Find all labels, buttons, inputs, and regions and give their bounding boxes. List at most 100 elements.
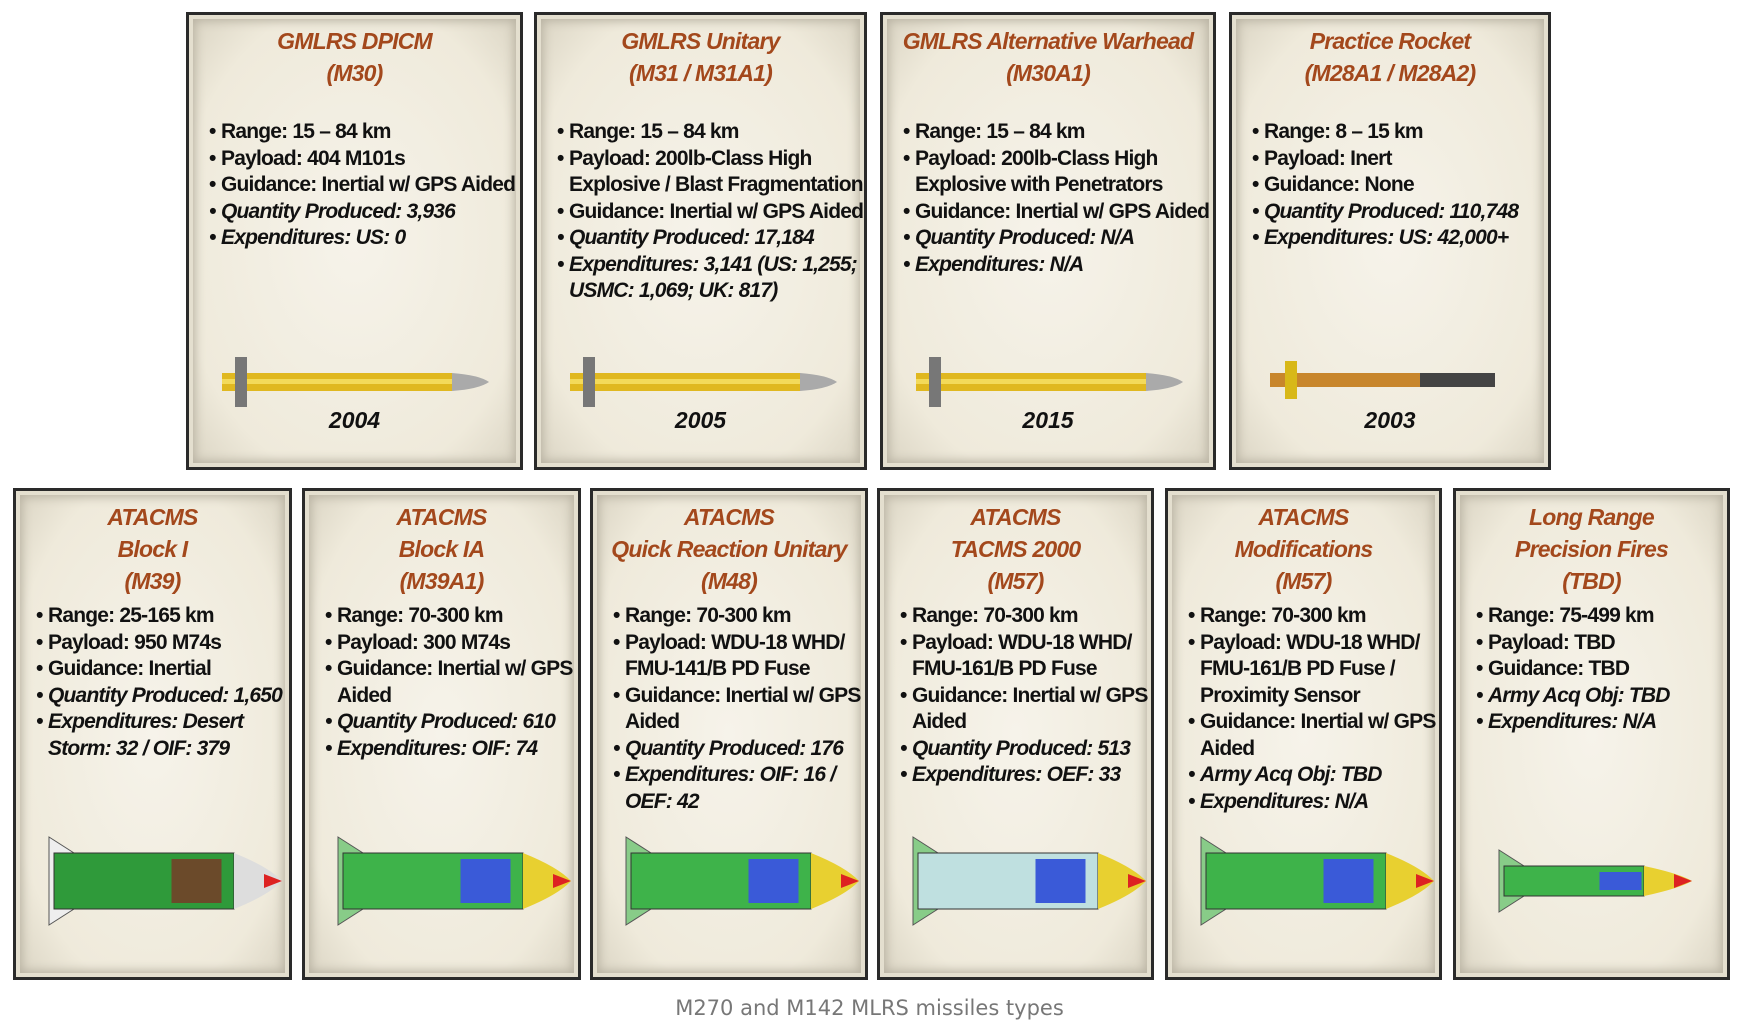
card-title-line: (M28A1 / M28A2) — [1304, 60, 1477, 86]
spec-item: Expenditures: OEF: 33 — [900, 762, 1151, 789]
missile-card: ATACMS Modifications (M57) Range: 70-300 km… — [1165, 488, 1442, 980]
prsm-missile-icon — [1484, 836, 1694, 931]
spec-list: Range: 70-300 kmPayload: WDU-18 WHD/ FMU… — [1168, 603, 1439, 815]
card-title-line: (M48) — [700, 568, 758, 594]
card-title-line: ATACMS — [683, 504, 775, 530]
spec-list: Range: 70-300 kmPayload: WDU-18 WHD/ FMU… — [593, 603, 865, 815]
spec-item: Guidance: Inertial w/ GPS Aided — [1188, 709, 1439, 762]
spec-item: Expenditures: 3,141 (US: 1,255; USMC: 1,… — [557, 252, 864, 305]
card-title-line: (M39) — [124, 568, 181, 594]
spec-item: Range: 15 – 84 km — [209, 119, 520, 146]
missile-card: ATACMS Quick Reaction Unitary (M48) Range: … — [590, 488, 868, 980]
spec-item: Expenditures: US: 0 — [209, 225, 520, 252]
card-title-line: TACMS 2000 — [950, 536, 1081, 562]
spec-item: Quantity Produced: 3,936 — [209, 199, 520, 226]
spec-item: Range: 15 – 84 km — [557, 119, 864, 146]
spec-item: Quantity Produced: 176 — [613, 736, 865, 763]
card-title-line: (M30A1) — [1006, 60, 1091, 86]
spec-item: Quantity Produced: 513 — [900, 736, 1151, 763]
spec-item: Army Acq Obj: TBD — [1476, 683, 1727, 710]
spec-item: Range: 8 – 15 km — [1252, 119, 1548, 146]
card-title-line: (M57) — [987, 568, 1044, 594]
spec-item: Range: 15 – 84 km — [903, 119, 1213, 146]
atacms-missile-icon — [34, 836, 284, 931]
spec-item: Expenditures: US: 42,000+ — [1252, 225, 1548, 252]
missile-card: Practice Rocket (M28A1 / M28A2) Range: 8 –… — [1229, 12, 1551, 470]
card-title-line: ATACMS — [1258, 504, 1349, 530]
card-title: ATACMS Quick Reaction Unitary (M48) — [593, 501, 865, 597]
spec-list: Range: 25-165 kmPayload: 950 M74sGuidanc… — [16, 603, 289, 762]
spec-item: Quantity Produced: 610 — [325, 709, 578, 736]
card-title-line: (TBD) — [1562, 568, 1621, 594]
practice-rocket-icon — [1260, 355, 1500, 410]
spec-item: Range: 70-300 km — [613, 603, 865, 630]
missile-card: Long Range Precision Fires (TBD) Range: 75-… — [1453, 488, 1730, 980]
card-title-line: (M39A1) — [399, 568, 485, 594]
spec-item: Payload: WDU-18 WHD/ FMU-161/B PD Fuse /… — [1188, 630, 1439, 710]
card-title: ATACMS Modifications (M57) — [1168, 501, 1439, 597]
spec-item: Range: 70-300 km — [900, 603, 1151, 630]
year-label: 2015 — [1022, 407, 1074, 433]
spec-item: Expenditures: OIF: 16 / OEF: 42 — [613, 762, 865, 815]
missile-card: ATACMS TACMS 2000 (M57) Range: 70-300 kmPay… — [877, 488, 1154, 980]
spec-item: Payload: 950 M74s — [36, 630, 289, 657]
missile-card: GMLRS DPICM (M30) Range: 15 – 84 kmPayload… — [186, 12, 523, 470]
spec-list: Range: 70-300 kmPayload: 300 M74sGuidanc… — [305, 603, 578, 762]
spec-item: Expenditures: N/A — [1188, 789, 1439, 816]
year-label: 2003 — [1364, 407, 1416, 433]
missile-card: GMLRS Alternative Warhead (M30A1) Range: 1… — [880, 12, 1216, 470]
missile-card: GMLRS Unitary (M31 / M31A1) Range: 15 – 84… — [534, 12, 867, 470]
spec-item: Range: 70-300 km — [1188, 603, 1439, 630]
card-title-line: (M57) — [1275, 568, 1332, 594]
spec-item: Expenditures: Desert Storm: 32 / OIF: 37… — [36, 709, 289, 762]
spec-item: Guidance: Inertial w/ GPS Aided — [325, 656, 578, 709]
card-title-line: GMLRS Alternative Warhead — [902, 28, 1194, 54]
spec-item: Payload: 200lb-Class High Explosive / Bl… — [557, 146, 864, 199]
card-title-line: GMLRS Unitary — [621, 28, 780, 54]
spec-item: Range: 70-300 km — [325, 603, 578, 630]
card-title: GMLRS DPICM (M30) — [189, 25, 520, 89]
card-title-line: Practice Rocket — [1309, 28, 1471, 54]
spec-item: Expenditures: OIF: 74 — [325, 736, 578, 763]
card-title-line: ATACMS — [970, 504, 1061, 530]
spec-item: Range: 75-499 km — [1476, 603, 1727, 630]
spec-item: Expenditures: N/A — [903, 252, 1213, 279]
spec-item: Quantity Produced: 17,184 — [557, 225, 864, 252]
figure-caption: M270 and M142 MLRS missiles types — [675, 996, 1064, 1020]
missile-card: ATACMS Block I (M39) Range: 25-165 kmPayloa… — [13, 488, 292, 980]
card-title-line: GMLRS DPICM — [277, 28, 433, 54]
card-title-line: Quick Reaction Unitary — [611, 536, 847, 562]
spec-item: Quantity Produced: N/A — [903, 225, 1213, 252]
spec-item: Guidance: Inertial w/ GPS Aided — [209, 172, 520, 199]
spec-item: Army Acq Obj: TBD — [1188, 762, 1439, 789]
card-title: ATACMS Block IA (M39A1) — [305, 501, 578, 597]
card-title: GMLRS Unitary (M31 / M31A1) — [537, 25, 864, 89]
spec-item: Payload: 300 M74s — [325, 630, 578, 657]
spec-item: Payload: Inert — [1252, 146, 1548, 173]
spec-item: Quantity Produced: 110,748 — [1252, 199, 1548, 226]
spec-list: Range: 8 – 15 kmPayload: InertGuidance: … — [1232, 119, 1548, 252]
spec-list: Range: 15 – 84 kmPayload: 404 M101sGuida… — [189, 119, 520, 252]
card-title-line: Modifications — [1234, 536, 1374, 562]
spec-item: Guidance: Inertial w/ GPS Aided — [557, 199, 864, 226]
spec-list: Range: 75-499 kmPayload: TBDGuidance: TB… — [1456, 603, 1727, 736]
missile-card: ATACMS Block IA (M39A1) Range: 70-300 kmPay… — [302, 488, 581, 980]
spec-item: Payload: WDU-18 WHD/ FMU-141/B PD Fuse — [613, 630, 865, 683]
gmlrs-rocket-icon — [565, 355, 845, 414]
card-title: Practice Rocket (M28A1 / M28A2) — [1232, 25, 1548, 89]
spec-list: Range: 70-300 kmPayload: WDU-18 WHD/ FMU… — [880, 603, 1151, 789]
card-title-line: (M30) — [326, 60, 383, 86]
card-title: Long Range Precision Fires (TBD) — [1456, 501, 1727, 597]
spec-list: Range: 15 – 84 kmPayload: 200lb-Class Hi… — [537, 119, 864, 305]
spec-item: Payload: 200lb-Class High Explosive with… — [903, 146, 1213, 199]
spec-item: Payload: 404 M101s — [209, 146, 520, 173]
card-title: ATACMS Block I (M39) — [16, 501, 289, 597]
card-title-line: Block I — [117, 536, 189, 562]
spec-item: Guidance: Inertial — [36, 656, 289, 683]
card-title-line: ATACMS — [396, 504, 487, 530]
gmlrs-rocket-icon — [911, 355, 1191, 414]
card-title-line: Precision Fires — [1515, 536, 1669, 562]
card-title-line: Block IA — [398, 536, 485, 562]
atacms-missile-icon — [611, 836, 861, 931]
spec-item: Expenditures: N/A — [1476, 709, 1727, 736]
